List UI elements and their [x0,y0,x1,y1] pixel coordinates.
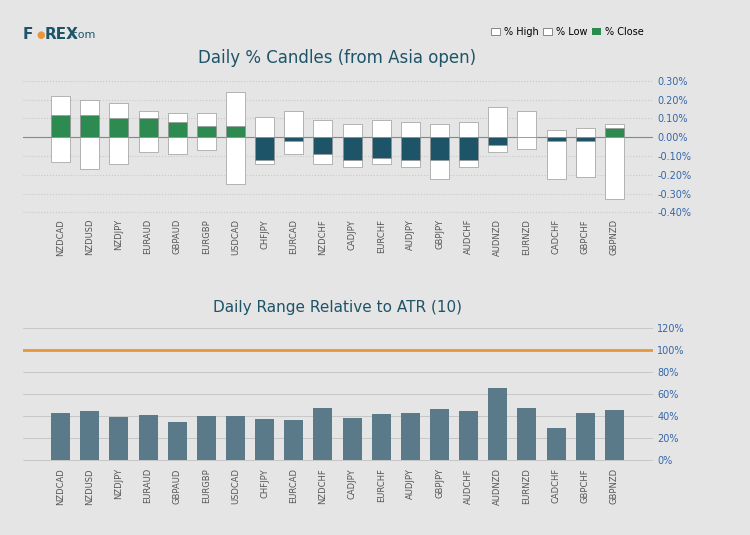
Bar [80,114,99,137]
Bar [459,137,478,160]
Bar [518,111,536,137]
Bar [284,137,303,154]
Bar [168,113,187,137]
Bar [284,421,303,460]
Bar [314,137,332,164]
Text: REX: REX [45,27,79,42]
Bar [51,114,70,137]
Bar [51,96,70,137]
Bar [459,411,478,460]
Bar [605,124,624,137]
Bar [488,388,507,460]
Bar [547,137,566,179]
Bar [196,137,216,150]
Bar [226,137,245,184]
Bar [576,137,595,141]
Bar [605,128,624,137]
Bar [284,137,303,141]
Bar [605,137,624,199]
Bar [547,137,566,141]
Bar [343,137,362,160]
Bar [110,137,128,164]
Bar [401,137,420,167]
Bar [196,113,216,137]
Bar [168,122,187,137]
Bar [139,137,158,152]
Bar [255,137,274,164]
Bar [80,411,99,460]
Bar [430,409,449,460]
Bar [372,120,391,137]
Bar [110,118,128,137]
Bar [459,122,478,137]
Bar [488,107,507,137]
Text: .com: .com [69,30,96,40]
Bar [401,137,420,160]
Bar [255,419,274,460]
Bar [372,414,391,460]
Bar [255,117,274,137]
Bar [110,417,128,460]
Bar [343,418,362,460]
Bar [80,100,99,137]
Bar [196,416,216,460]
Bar [168,423,187,460]
Bar [488,137,507,145]
Bar [139,111,158,137]
Legend: % High, % Low, % Close: % High, % Low, % Close [488,23,648,41]
Bar [488,137,507,152]
Bar [430,137,449,160]
Text: ●: ● [36,30,44,40]
Bar [314,408,332,460]
Bar [343,124,362,137]
Bar [139,415,158,460]
Bar [226,416,245,460]
Bar [605,410,624,460]
Bar [576,412,595,460]
Title: Daily % Candles (from Asia open): Daily % Candles (from Asia open) [199,49,476,66]
Title: Daily Range Relative to ATR (10): Daily Range Relative to ATR (10) [213,300,462,315]
Bar [401,412,420,460]
Text: F: F [22,27,33,42]
Bar [547,129,566,137]
Bar [51,137,70,162]
Bar [314,120,332,137]
Bar [226,92,245,137]
Bar [372,137,391,164]
Bar [459,137,478,167]
Bar [518,408,536,460]
Bar [284,111,303,137]
Bar [430,124,449,137]
Bar [226,126,245,137]
Bar [80,137,99,169]
Bar [110,103,128,137]
Bar [547,428,566,460]
Bar [576,137,595,177]
Bar [196,126,216,137]
Bar [255,137,274,160]
Bar [518,137,536,149]
Bar [401,122,420,137]
Bar [139,118,158,137]
Bar [51,412,70,460]
Bar [430,137,449,179]
Bar [372,137,391,158]
Bar [314,137,332,154]
Bar [343,137,362,167]
Bar [576,128,595,137]
Bar [168,137,187,154]
